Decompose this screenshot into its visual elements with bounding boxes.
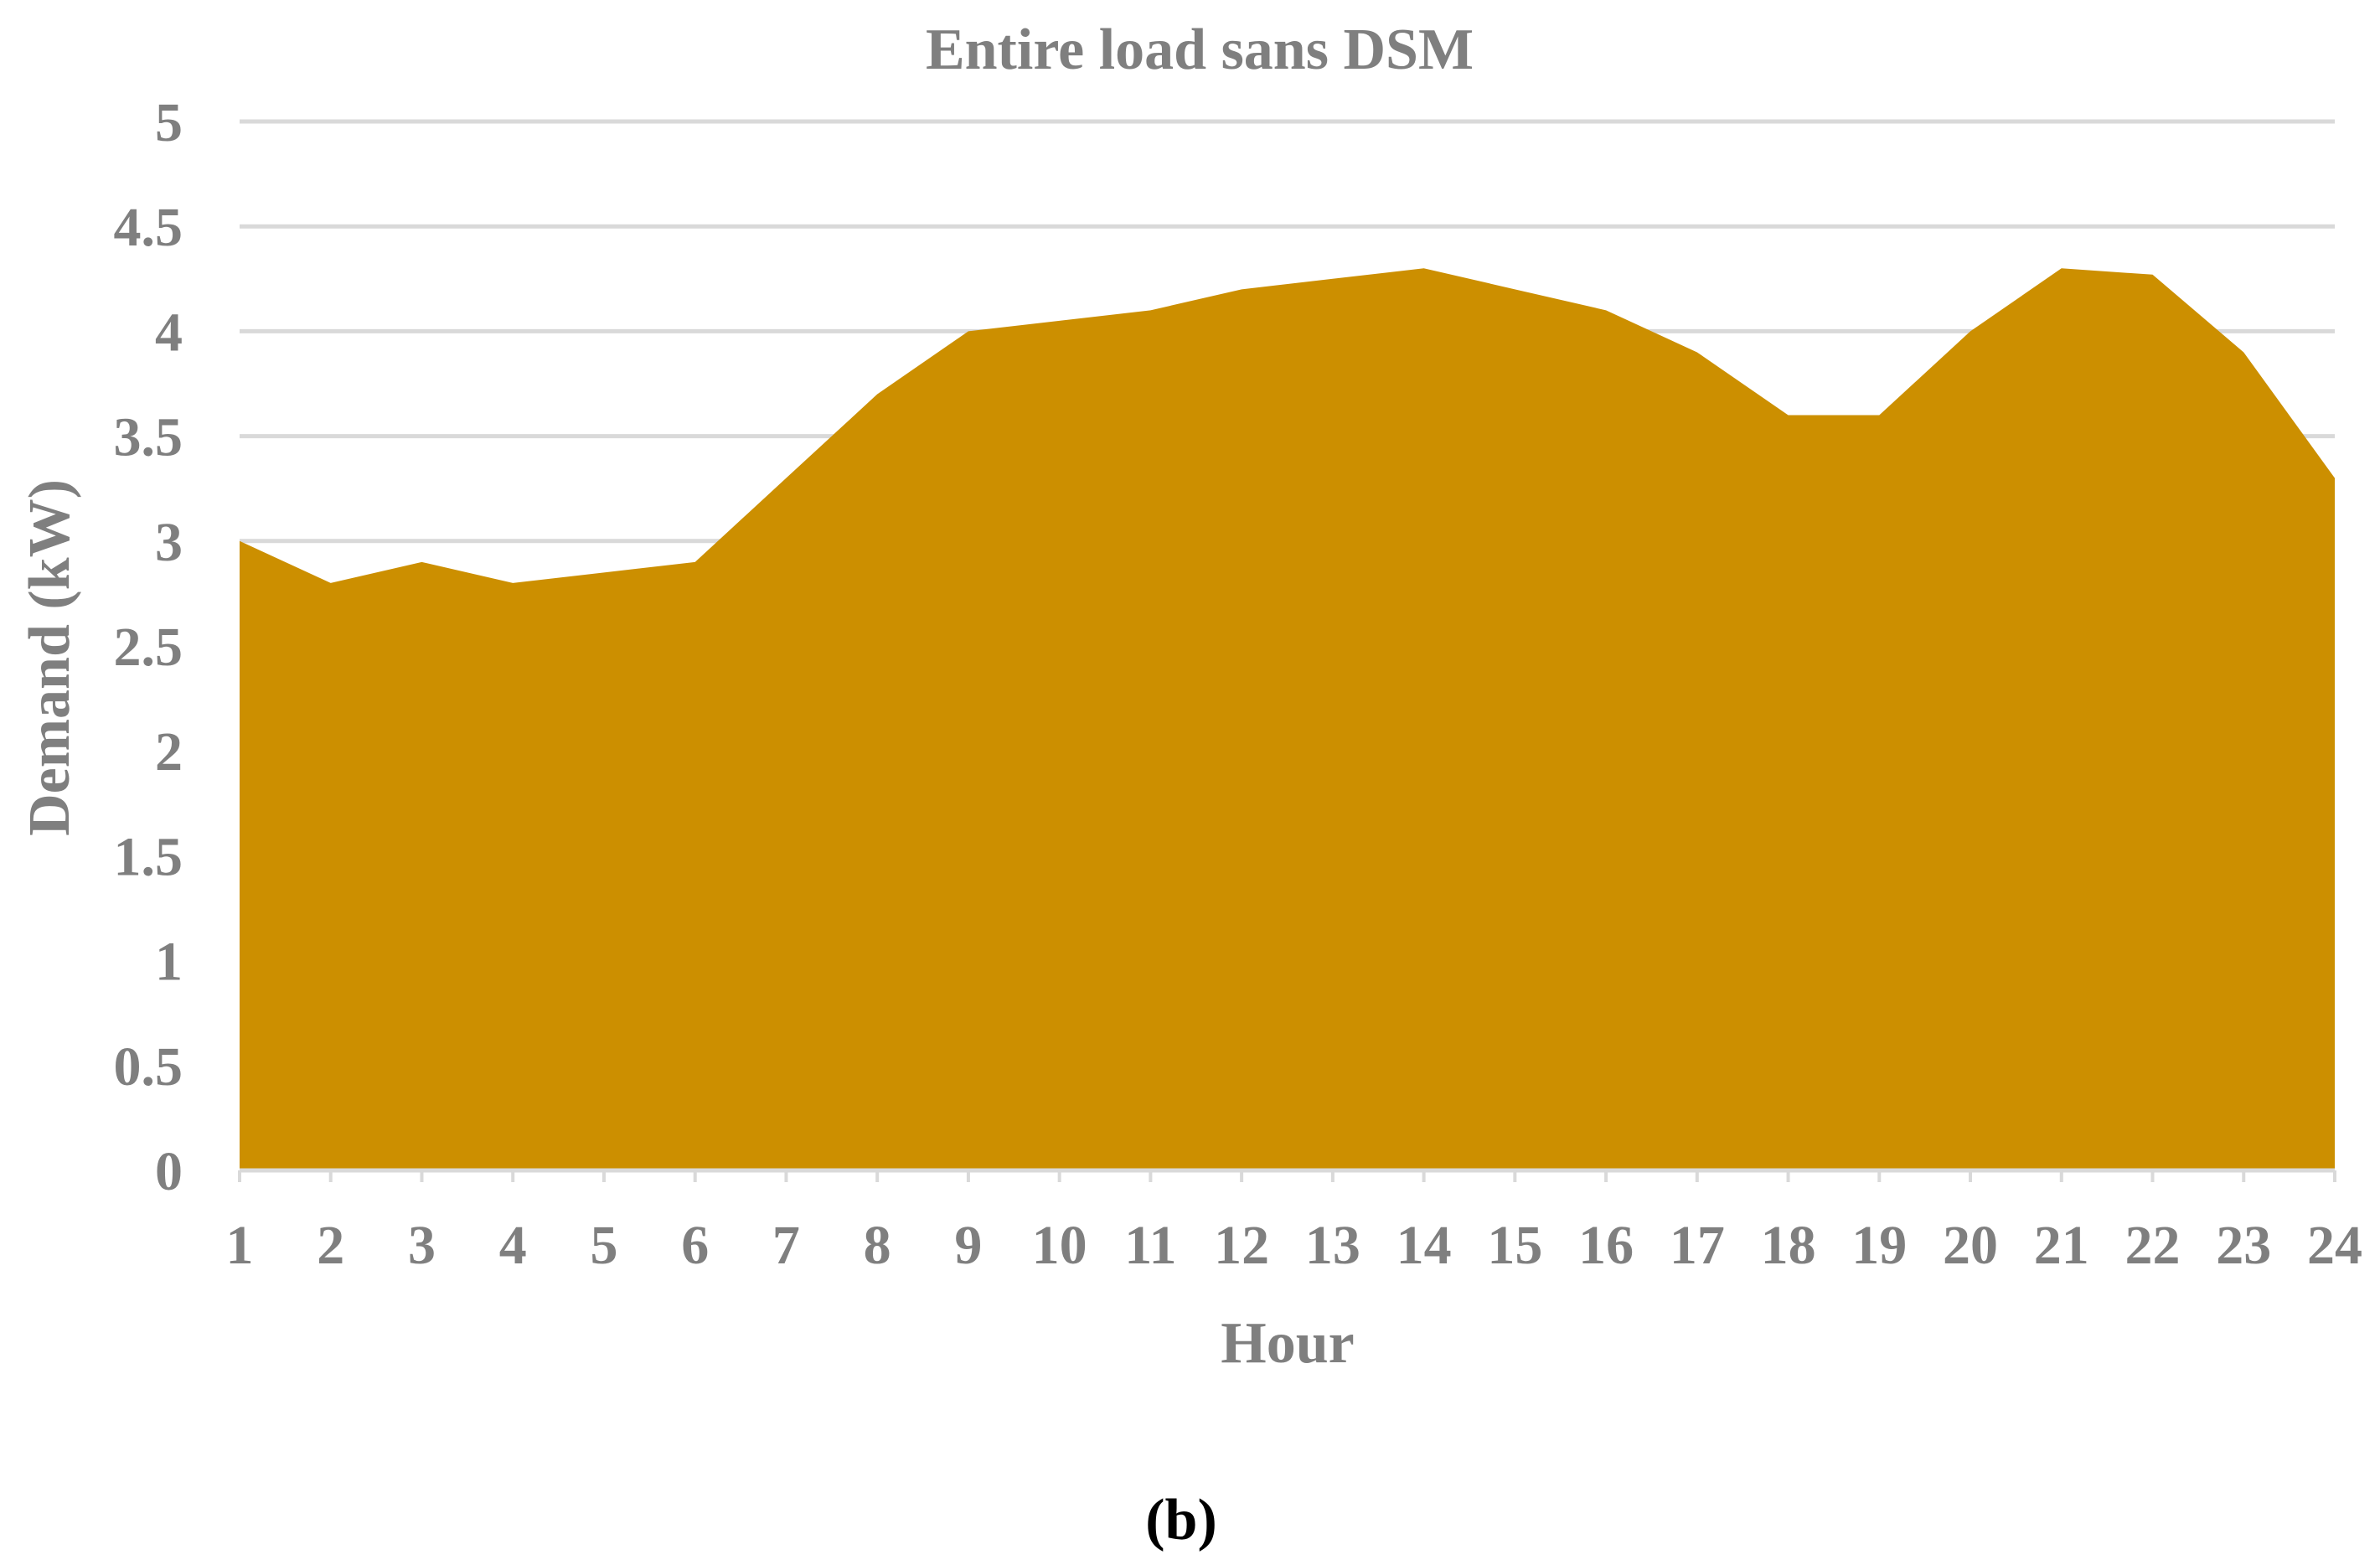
x-tick-label: 16 (1578, 1215, 1634, 1276)
x-tick-label: 23 (2216, 1215, 2271, 1276)
y-tick-label: 4.5 (114, 197, 183, 258)
figure-panel-label: (b) (1145, 1488, 1217, 1552)
x-tick-label: 12 (1214, 1215, 1269, 1276)
y-tick-label: 0 (155, 1141, 183, 1202)
x-tick-label: 14 (1397, 1215, 1452, 1276)
x-tick-label: 21 (2034, 1215, 2089, 1276)
y-tick-label: 2.5 (114, 617, 183, 678)
x-axis-title: Hour (1221, 1311, 1354, 1376)
area-series (240, 268, 2335, 1170)
x-axis (238, 1168, 2336, 1182)
x-tick-label: 8 (864, 1215, 891, 1276)
x-tick-label: 1 (226, 1215, 254, 1276)
y-tick-label: 4 (155, 302, 183, 363)
y-tick-label: 3.5 (114, 407, 183, 468)
x-tick-label: 17 (1670, 1215, 1725, 1276)
x-tick-label: 5 (590, 1215, 617, 1276)
y-tick-label: 1 (155, 932, 183, 993)
x-tick-label: 15 (1487, 1215, 1542, 1276)
y-tick-label: 2 (155, 721, 183, 782)
y-axis-tick-labels: 0 0.5 1 1.5 2 2.5 3 3.5 4 4.5 5 (114, 92, 183, 1202)
y-tick-label: 5 (155, 92, 183, 153)
x-tick-label: 10 (1032, 1215, 1087, 1276)
x-tick-label: 19 (1851, 1215, 1907, 1276)
x-tick-label: 24 (2307, 1215, 2362, 1276)
x-tick-label: 11 (1124, 1215, 1176, 1276)
y-tick-label: 1.5 (114, 826, 183, 887)
x-tick-label: 7 (772, 1215, 800, 1276)
chart-title: Entire load sans DSM (926, 18, 1474, 82)
x-tick-label: 2 (317, 1215, 344, 1276)
y-tick-label: 3 (155, 512, 183, 573)
x-tick-label: 4 (499, 1215, 527, 1276)
y-axis-title: Demand (kW) (18, 479, 82, 836)
x-tick-label: 18 (1761, 1215, 1816, 1276)
x-tick-label: 20 (1943, 1215, 1998, 1276)
y-tick-label: 0.5 (114, 1036, 183, 1098)
x-axis-tick-labels: 1 2 3 4 5 6 7 8 9 10 11 12 13 14 15 16 17 18 19 20 21 22 23 24 (226, 1215, 2363, 1276)
plot-area (240, 268, 2335, 1170)
x-tick-label: 13 (1305, 1215, 1360, 1276)
x-tick-label: 3 (408, 1215, 436, 1276)
x-tick-label: 6 (681, 1215, 709, 1276)
x-tick-label: 9 (954, 1215, 982, 1276)
x-tick-label: 22 (2125, 1215, 2181, 1276)
